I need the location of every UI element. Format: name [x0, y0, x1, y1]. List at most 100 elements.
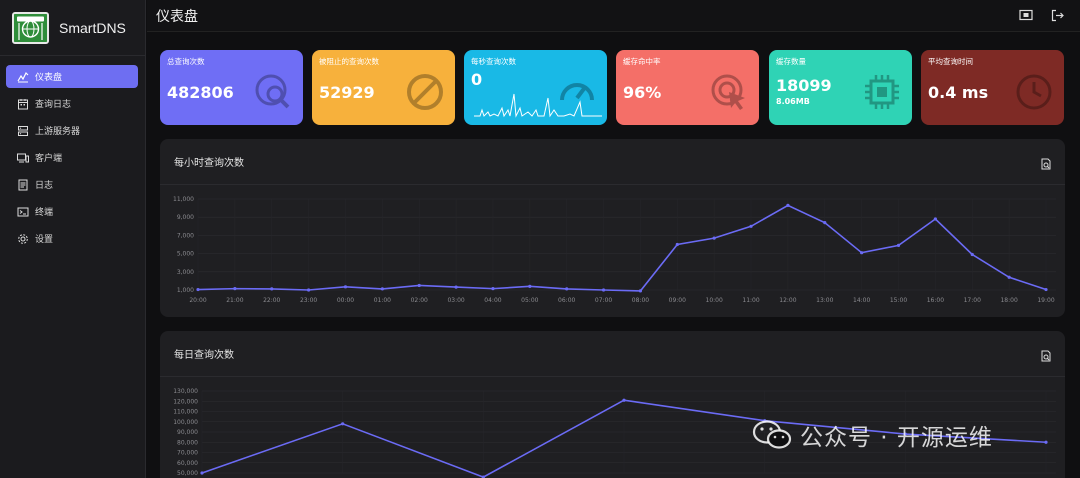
x-tick-label: 01:00 — [374, 297, 391, 304]
export-icon[interactable] — [1040, 158, 1052, 170]
x-tick-label: 10:00 — [706, 297, 723, 304]
data-point — [307, 288, 311, 292]
dashboard-icon — [16, 70, 29, 83]
sidebar-item-logs[interactable]: 日志 — [6, 173, 138, 196]
sidebar-item-label: 仪表盘 — [35, 73, 63, 83]
sidebar-item-query-log[interactable]: 查询日志 — [6, 92, 138, 115]
y-tick-label: 5,000 — [177, 251, 194, 258]
y-tick-label: 70,000 — [177, 450, 198, 457]
watermark: 公众号 · 开源运维 — [752, 418, 993, 452]
y-tick-label: 50,000 — [177, 470, 198, 477]
sidebar-item-label: 终端 — [35, 208, 54, 218]
stat-card-cache-hit-rate[interactable]: 缓存命中率 96% — [616, 50, 759, 125]
y-tick-label: 1,000 — [177, 287, 194, 294]
data-point — [270, 287, 274, 291]
page-title: 仪表盘 — [156, 8, 198, 25]
x-tick-label: 21:00 — [226, 297, 243, 304]
data-point — [896, 243, 901, 248]
data-point — [970, 252, 974, 257]
x-tick-label: 18:00 — [1000, 297, 1017, 304]
wechat-icon — [752, 420, 792, 449]
data-point — [601, 288, 606, 292]
y-tick-label: 90,000 — [177, 429, 198, 436]
y-tick-label: 3,000 — [177, 269, 194, 276]
sidebar-item-settings[interactable]: 设置 — [6, 227, 138, 250]
y-tick-label: 100,000 — [173, 419, 198, 426]
data-point — [196, 287, 200, 292]
x-tick-label: 16:00 — [927, 297, 944, 304]
sidebar-item-label: 查询日志 — [35, 100, 72, 110]
x-tick-label: 19:00 — [1037, 297, 1054, 304]
data-point — [823, 221, 827, 225]
x-tick-label: 23:00 — [300, 297, 317, 304]
x-tick-label: 17:00 — [964, 297, 981, 304]
chip-icon — [865, 75, 899, 109]
stat-label: 每秒查询次数 — [471, 57, 516, 66]
x-tick-label: 09:00 — [669, 297, 686, 304]
stat-value: 0 — [471, 70, 483, 89]
brand-name: SmartDNS — [59, 19, 126, 36]
data-point — [528, 284, 532, 288]
logout-icon[interactable] — [1049, 7, 1065, 23]
x-tick-label: 00:00 — [337, 297, 354, 304]
y-tick-label: 80,000 — [177, 439, 198, 446]
data-point — [491, 287, 495, 291]
x-tick-label: 06:00 — [558, 297, 575, 304]
export-icon[interactable] — [1040, 350, 1052, 362]
block-icon — [407, 74, 443, 110]
data-point — [341, 422, 345, 426]
stat-label: 总查询次数 — [167, 57, 205, 66]
brand[interactable]: SmartDNS — [0, 0, 145, 56]
y-tick-label: 110,000 — [173, 409, 198, 416]
stat-label: 平均查询时间 — [928, 57, 973, 66]
stat-card-qps[interactable]: 每秒查询次数 0 — [464, 50, 607, 125]
data-point — [380, 287, 384, 291]
terminal-icon — [16, 205, 29, 218]
daily-line-chart[interactable]: 50,000 60,000 70,000 80,000 90,000 100,000 110… — [160, 378, 1065, 478]
panel-title: 每日查询次数 — [174, 350, 234, 361]
sidebar-item-upstream-servers[interactable]: 上游服务器 — [6, 119, 138, 142]
data-point — [622, 398, 626, 402]
stat-label: 缓存命中率 — [623, 57, 661, 66]
stat-card-blocked-queries[interactable]: 被阻止的查询次数 52929 — [312, 50, 455, 125]
qps-sparkline — [474, 93, 602, 118]
calendar-icon — [16, 97, 29, 110]
data-point — [565, 287, 569, 291]
hourly-queries-panel: 每小时查询次数 1,000 3,000 5,000 7,000 9,000 11,000 2… — [160, 139, 1065, 317]
sidebar-item-clients[interactable]: 客户端 — [6, 146, 138, 169]
hourly-line-chart[interactable]: 1,000 3,000 5,000 7,000 9,000 11,000 20:00 21:0… — [160, 186, 1065, 317]
stat-value: 96% — [623, 83, 662, 102]
data-point — [675, 242, 679, 247]
sidebar: SmartDNS 仪表盘 查询日志 上游服务器 — [0, 0, 146, 478]
daily-queries-panel: 每日查询次数 50,000 60,000 70,000 80,000 90,000 100… — [160, 331, 1065, 478]
panel-title: 每小时查询次数 — [174, 158, 244, 169]
log-icon — [16, 178, 29, 191]
gear-icon — [16, 232, 29, 245]
stat-card-avg-query-time[interactable]: 平均查询时间 0.4 ms — [921, 50, 1064, 125]
y-tick-label: 120,000 — [173, 398, 198, 405]
topbar: 仪表盘 — [147, 0, 1080, 32]
stat-value: 18099 — [776, 76, 832, 95]
data-point — [343, 285, 348, 289]
data-point — [1044, 287, 1048, 292]
devices-icon — [16, 151, 29, 164]
data-point — [1044, 440, 1048, 444]
stat-card-total-queries[interactable]: 总查询次数 482806 — [160, 50, 303, 125]
smartdns-logo — [12, 11, 49, 44]
stat-label: 被阻止的查询次数 — [319, 57, 379, 66]
watermark-text: 公众号 · 开源运维 — [800, 425, 993, 451]
x-tick-label: 20:00 — [189, 297, 206, 304]
sidebar-item-terminal[interactable]: 终端 — [6, 200, 138, 223]
data-point — [786, 203, 790, 207]
server-icon — [16, 124, 29, 137]
series-line — [197, 204, 1047, 292]
data-point — [200, 471, 204, 475]
sidebar-item-label: 上游服务器 — [35, 127, 81, 137]
y-tick-label: 11,000 — [173, 196, 194, 203]
stat-card-cache-count[interactable]: 缓存数量 18099 8.06MB — [769, 50, 912, 125]
data-point — [903, 432, 907, 436]
sidebar-item-dashboard[interactable]: 仪表盘 — [6, 65, 138, 88]
sidebar-nav: 仪表盘 查询日志 上游服务器 客户端 — [0, 56, 145, 250]
screen-toggle-icon[interactable] — [1018, 7, 1034, 23]
